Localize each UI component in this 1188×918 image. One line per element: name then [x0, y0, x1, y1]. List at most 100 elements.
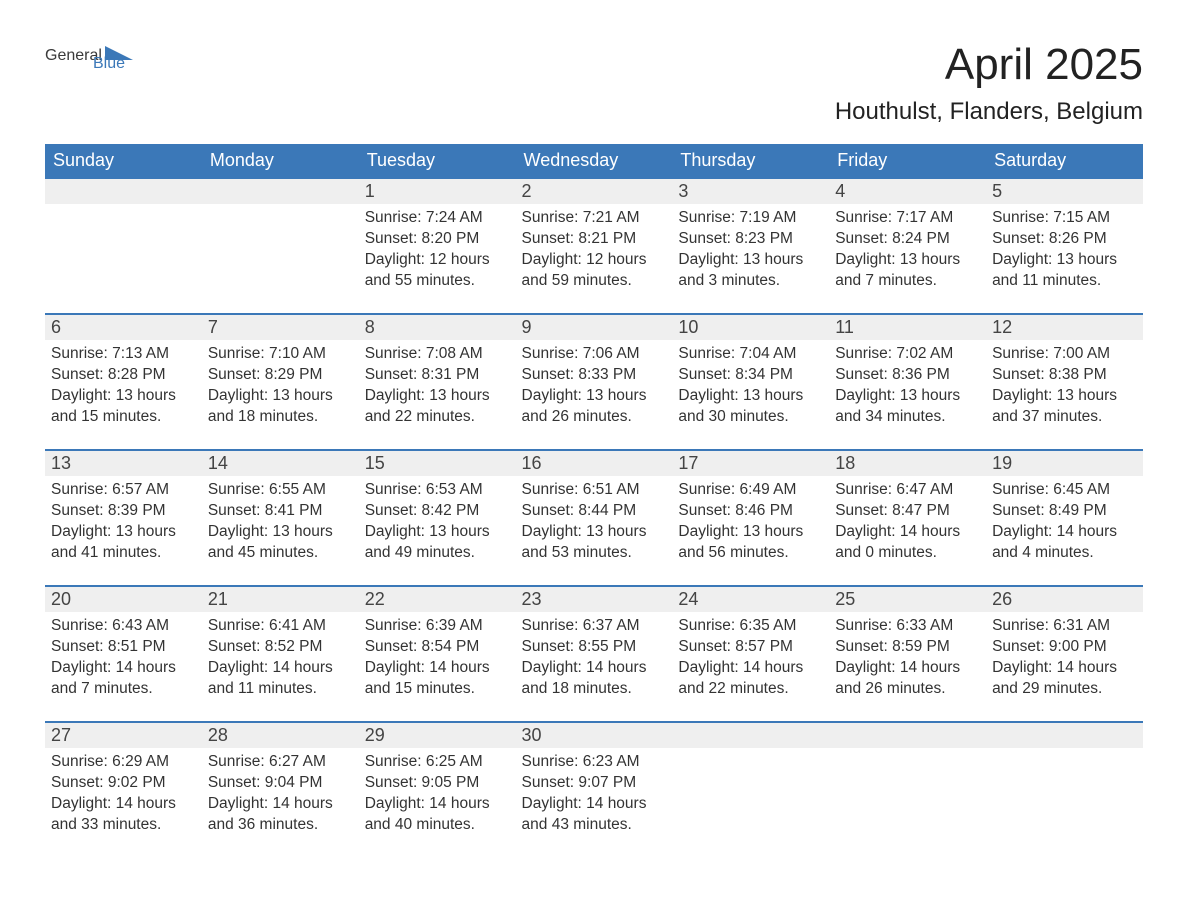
day-body-cell: Sunrise: 7:02 AMSunset: 8:36 PMDaylight:…	[829, 340, 986, 450]
day-body-row: Sunrise: 7:13 AMSunset: 8:28 PMDaylight:…	[45, 340, 1143, 450]
day-number-cell: 26	[986, 586, 1143, 612]
sunrise-text: Sunrise: 7:06 AM	[522, 344, 667, 365]
day-number-cell: 16	[516, 450, 673, 476]
day-number-cell: 11	[829, 314, 986, 340]
day-number-cell	[202, 178, 359, 204]
sunset-text: Sunset: 8:49 PM	[992, 501, 1137, 522]
sunrise-text: Sunrise: 7:00 AM	[992, 344, 1137, 365]
day-number-row: 20212223242526	[45, 586, 1143, 612]
sunset-text: Sunset: 8:23 PM	[678, 229, 823, 250]
calendar-table: Sunday Monday Tuesday Wednesday Thursday…	[45, 144, 1143, 858]
day-body-cell: Sunrise: 6:57 AMSunset: 8:39 PMDaylight:…	[45, 476, 202, 586]
day-number-cell	[986, 722, 1143, 748]
day-number-cell: 23	[516, 586, 673, 612]
title-box: April 2025 Houthulst, Flanders, Belgium	[835, 40, 1143, 126]
daylight-text: Daylight: 14 hours and 4 minutes.	[992, 522, 1137, 564]
sunset-text: Sunset: 8:52 PM	[208, 637, 353, 658]
daylight-text: Daylight: 14 hours and 36 minutes.	[208, 794, 353, 836]
day-number-cell: 19	[986, 450, 1143, 476]
daylight-text: Daylight: 13 hours and 56 minutes.	[678, 522, 823, 564]
day-body-cell: Sunrise: 6:23 AMSunset: 9:07 PMDaylight:…	[516, 748, 673, 858]
day-number-cell: 20	[45, 586, 202, 612]
day-number-cell: 25	[829, 586, 986, 612]
weekday-header: Tuesday	[359, 144, 516, 178]
day-body-cell: Sunrise: 7:08 AMSunset: 8:31 PMDaylight:…	[359, 340, 516, 450]
sunset-text: Sunset: 8:21 PM	[522, 229, 667, 250]
sunset-text: Sunset: 9:00 PM	[992, 637, 1137, 658]
daylight-text: Daylight: 13 hours and 11 minutes.	[992, 250, 1137, 292]
day-body-cell: Sunrise: 6:53 AMSunset: 8:42 PMDaylight:…	[359, 476, 516, 586]
day-number-cell: 2	[516, 178, 673, 204]
day-body-cell: Sunrise: 6:49 AMSunset: 8:46 PMDaylight:…	[672, 476, 829, 586]
daylight-text: Daylight: 14 hours and 7 minutes.	[51, 658, 196, 700]
day-body-cell	[829, 748, 986, 858]
day-number-cell: 29	[359, 722, 516, 748]
daylight-text: Daylight: 13 hours and 15 minutes.	[51, 386, 196, 428]
day-body-row: Sunrise: 6:29 AMSunset: 9:02 PMDaylight:…	[45, 748, 1143, 858]
daylight-text: Daylight: 14 hours and 29 minutes.	[992, 658, 1137, 700]
day-body-cell: Sunrise: 6:45 AMSunset: 8:49 PMDaylight:…	[986, 476, 1143, 586]
day-body-cell: Sunrise: 6:47 AMSunset: 8:47 PMDaylight:…	[829, 476, 986, 586]
sunset-text: Sunset: 8:42 PM	[365, 501, 510, 522]
location-subtitle: Houthulst, Flanders, Belgium	[835, 98, 1143, 126]
daylight-text: Daylight: 12 hours and 59 minutes.	[522, 250, 667, 292]
day-number-cell	[45, 178, 202, 204]
day-number-cell: 6	[45, 314, 202, 340]
daylight-text: Daylight: 13 hours and 49 minutes.	[365, 522, 510, 564]
sunrise-text: Sunrise: 7:04 AM	[678, 344, 823, 365]
sunrise-text: Sunrise: 7:24 AM	[365, 208, 510, 229]
daylight-text: Daylight: 12 hours and 55 minutes.	[365, 250, 510, 292]
sunrise-text: Sunrise: 6:47 AM	[835, 480, 980, 501]
sunset-text: Sunset: 8:54 PM	[365, 637, 510, 658]
day-body-cell: Sunrise: 6:55 AMSunset: 8:41 PMDaylight:…	[202, 476, 359, 586]
day-body-cell: Sunrise: 6:43 AMSunset: 8:51 PMDaylight:…	[45, 612, 202, 722]
sunset-text: Sunset: 8:33 PM	[522, 365, 667, 386]
daylight-text: Daylight: 13 hours and 3 minutes.	[678, 250, 823, 292]
sunset-text: Sunset: 8:20 PM	[365, 229, 510, 250]
day-body-cell: Sunrise: 7:24 AMSunset: 8:20 PMDaylight:…	[359, 204, 516, 314]
day-number-cell: 8	[359, 314, 516, 340]
sunset-text: Sunset: 8:46 PM	[678, 501, 823, 522]
sunset-text: Sunset: 8:39 PM	[51, 501, 196, 522]
daylight-text: Daylight: 14 hours and 43 minutes.	[522, 794, 667, 836]
sunrise-text: Sunrise: 6:27 AM	[208, 752, 353, 773]
daylight-text: Daylight: 13 hours and 41 minutes.	[51, 522, 196, 564]
day-body-cell	[202, 204, 359, 314]
day-number-row: 13141516171819	[45, 450, 1143, 476]
sunset-text: Sunset: 8:55 PM	[522, 637, 667, 658]
daylight-text: Daylight: 14 hours and 33 minutes.	[51, 794, 196, 836]
sunset-text: Sunset: 8:38 PM	[992, 365, 1137, 386]
day-number-cell: 9	[516, 314, 673, 340]
day-body-cell: Sunrise: 7:06 AMSunset: 8:33 PMDaylight:…	[516, 340, 673, 450]
weekday-header: Friday	[829, 144, 986, 178]
sunset-text: Sunset: 8:44 PM	[522, 501, 667, 522]
logo: General Blue	[45, 40, 133, 72]
day-body-cell	[672, 748, 829, 858]
daylight-text: Daylight: 14 hours and 26 minutes.	[835, 658, 980, 700]
day-number-cell: 22	[359, 586, 516, 612]
day-number-cell	[672, 722, 829, 748]
daylight-text: Daylight: 14 hours and 0 minutes.	[835, 522, 980, 564]
day-number-cell: 10	[672, 314, 829, 340]
daylight-text: Daylight: 13 hours and 7 minutes.	[835, 250, 980, 292]
sunrise-text: Sunrise: 6:39 AM	[365, 616, 510, 637]
sunrise-text: Sunrise: 6:31 AM	[992, 616, 1137, 637]
day-body-cell: Sunrise: 6:33 AMSunset: 8:59 PMDaylight:…	[829, 612, 986, 722]
day-body-cell: Sunrise: 7:21 AMSunset: 8:21 PMDaylight:…	[516, 204, 673, 314]
day-body-cell: Sunrise: 7:04 AMSunset: 8:34 PMDaylight:…	[672, 340, 829, 450]
daylight-text: Daylight: 14 hours and 40 minutes.	[365, 794, 510, 836]
weekday-header: Saturday	[986, 144, 1143, 178]
sunrise-text: Sunrise: 6:23 AM	[522, 752, 667, 773]
sunset-text: Sunset: 8:28 PM	[51, 365, 196, 386]
day-body-cell: Sunrise: 7:13 AMSunset: 8:28 PMDaylight:…	[45, 340, 202, 450]
sunset-text: Sunset: 8:59 PM	[835, 637, 980, 658]
day-number-cell	[829, 722, 986, 748]
sunset-text: Sunset: 8:31 PM	[365, 365, 510, 386]
day-body-cell: Sunrise: 7:00 AMSunset: 8:38 PMDaylight:…	[986, 340, 1143, 450]
day-number-cell: 15	[359, 450, 516, 476]
day-body-cell: Sunrise: 6:31 AMSunset: 9:00 PMDaylight:…	[986, 612, 1143, 722]
day-body-cell: Sunrise: 6:41 AMSunset: 8:52 PMDaylight:…	[202, 612, 359, 722]
day-number-cell: 7	[202, 314, 359, 340]
day-body-cell: Sunrise: 6:35 AMSunset: 8:57 PMDaylight:…	[672, 612, 829, 722]
sunset-text: Sunset: 8:51 PM	[51, 637, 196, 658]
